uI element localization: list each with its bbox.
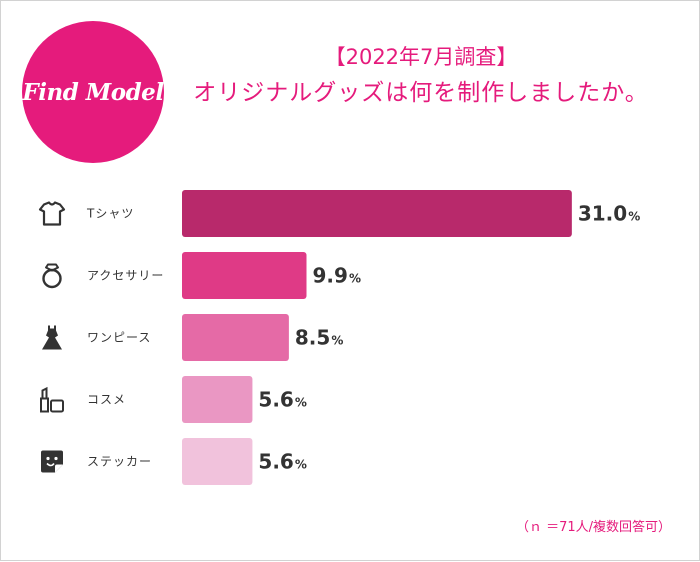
ring-icon (42, 263, 62, 289)
bar (182, 376, 253, 423)
value-label: 5.6% (258, 388, 306, 412)
find-model-logo: Find Model (22, 21, 164, 163)
value-label: 31.0% (578, 202, 640, 226)
value-label: 8.5% (295, 326, 343, 350)
bar (182, 314, 289, 361)
question-title: オリジナルグッズは何を制作しましたか。 (193, 80, 649, 106)
value-label: 9.9% (313, 264, 361, 288)
bar (182, 190, 572, 237)
tshirt-icon (38, 201, 66, 226)
bar (182, 438, 253, 485)
category-label: Tシャツ (86, 207, 134, 221)
cosmetics-icon (40, 386, 64, 413)
sample-note: （ｎ ＝71人/複数回答可） (515, 520, 671, 535)
category-label: アクセサリー (87, 269, 164, 283)
survey-date-title: 【2022年7月調査】 (324, 45, 518, 69)
category-label: ワンピース (87, 331, 151, 345)
sticker-icon (41, 450, 63, 473)
category-label: コスメ (87, 393, 126, 407)
logo-text: Find Model (22, 78, 164, 106)
category-label: ステッカー (87, 455, 152, 469)
dress-icon (42, 325, 62, 350)
value-label: 5.6% (258, 450, 306, 474)
bar (182, 252, 307, 299)
